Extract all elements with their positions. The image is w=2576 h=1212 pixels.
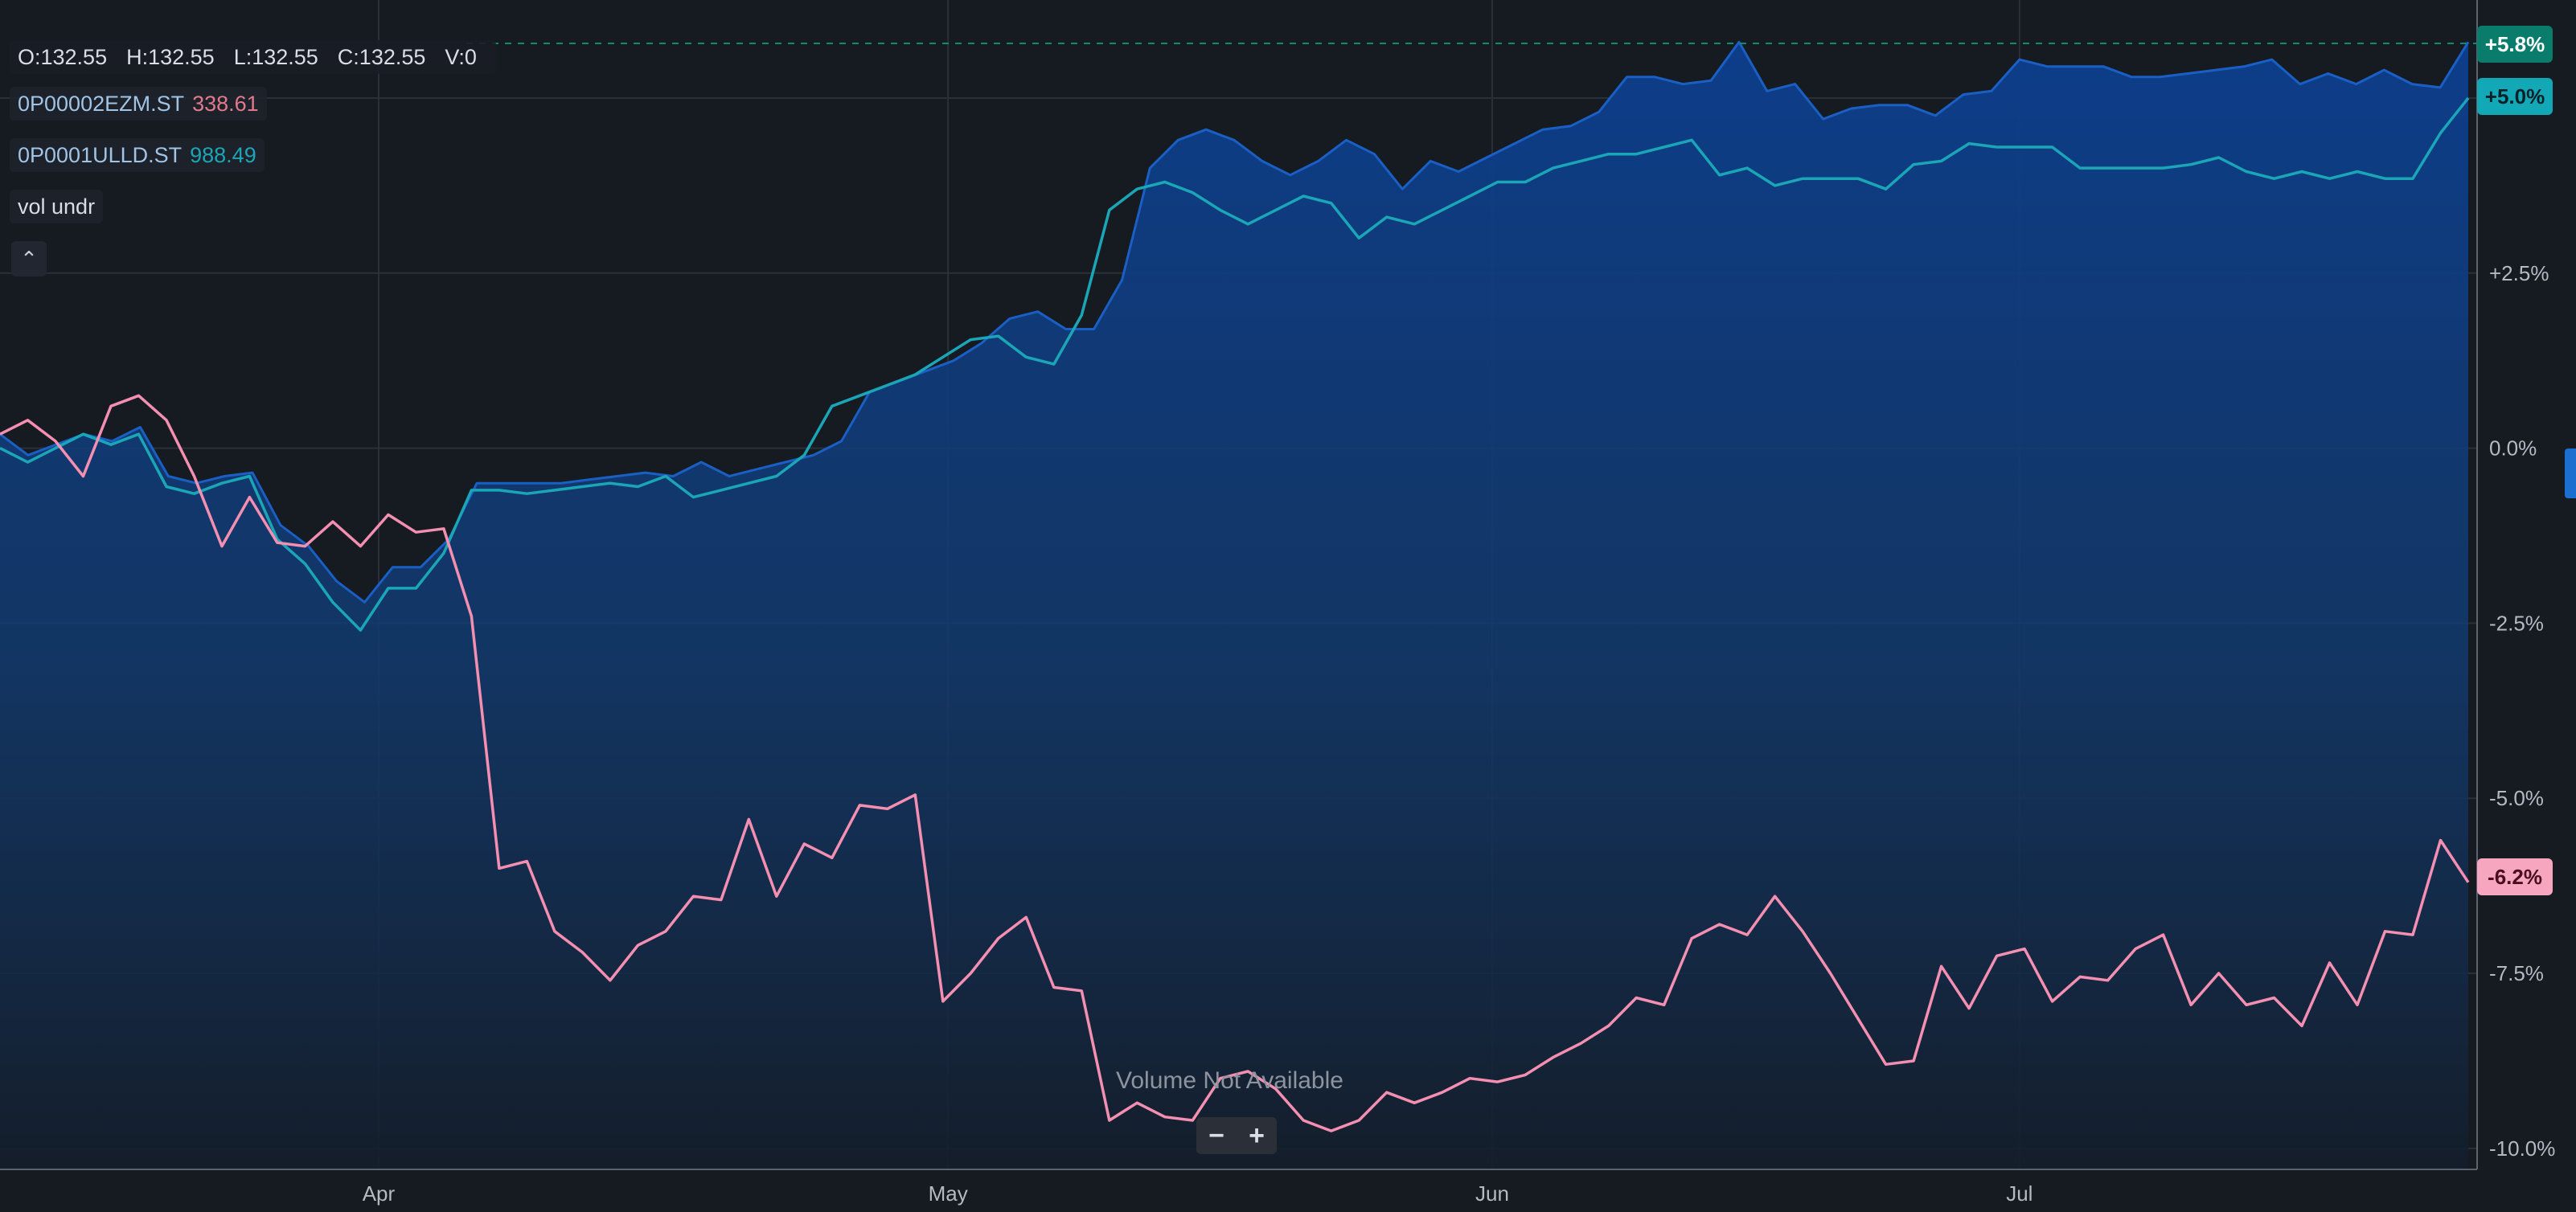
axes bbox=[0, 0, 2478, 1170]
price-badge-ulld: +5.0% bbox=[2477, 78, 2553, 115]
volume-label: vol undr bbox=[18, 194, 96, 219]
ohlc-close: C:132.55 bbox=[337, 44, 426, 69]
area-fill bbox=[0, 42, 2468, 1169]
series-line-1 bbox=[0, 96, 2470, 632]
zoom-out-button[interactable]: − bbox=[1208, 1120, 1224, 1151]
legend-item-ezm[interactable]: 0P00002EZM.ST 338.61 bbox=[10, 87, 267, 121]
tick-labels: +2.5% 0.0% -2.5% -5.0% -7.5% -10.0% Apr May Jun J… bbox=[363, 261, 2556, 1206]
price-badge-main: +5.8% bbox=[2477, 26, 2553, 63]
price-badge-ezm: -6.2% bbox=[2477, 858, 2553, 895]
zoom-in-button[interactable]: + bbox=[1249, 1120, 1265, 1151]
zoom-controls: − + bbox=[1196, 1117, 1277, 1154]
x-tick-label: May bbox=[929, 1181, 968, 1206]
chevron-up-icon: ⌃ bbox=[20, 246, 38, 271]
legend-value: 338.61 bbox=[192, 91, 259, 116]
y-tick-label: -2.5% bbox=[2489, 611, 2544, 635]
y-tick-label: -7.5% bbox=[2489, 961, 2544, 985]
y-tick-label: +2.5% bbox=[2489, 261, 2549, 285]
ohlc-low: L:132.55 bbox=[233, 44, 318, 69]
volume-not-available-notice: Volume Not Available bbox=[1116, 1067, 1343, 1094]
side-panel-handle[interactable] bbox=[2565, 448, 2576, 498]
ohlc-volume: V:0 bbox=[445, 44, 477, 69]
legend-symbol: 0P0001ULLD.ST bbox=[18, 142, 183, 167]
legend-value: 988.49 bbox=[190, 142, 256, 167]
ohlc-open: O:132.55 bbox=[18, 44, 108, 69]
y-tick-label: -10.0% bbox=[2489, 1136, 2555, 1161]
x-tick-label: Jul bbox=[2006, 1181, 2032, 1206]
series-line-0 bbox=[0, 40, 2470, 604]
y-tick-label: -5.0% bbox=[2489, 786, 2544, 810]
legend-symbol: 0P00002EZM.ST bbox=[18, 91, 185, 116]
x-tick-label: Apr bbox=[363, 1181, 396, 1206]
ohlc-high: H:132.55 bbox=[126, 44, 215, 69]
collapse-legend-button[interactable]: ⌃ bbox=[11, 241, 47, 276]
series-line-2 bbox=[0, 394, 2470, 1132]
series-layer bbox=[0, 40, 2470, 1169]
legend-item-volume[interactable]: vol undr bbox=[10, 190, 104, 223]
legend-item-ulld[interactable]: 0P0001ULLD.ST 988.49 bbox=[10, 138, 265, 172]
x-tick-label: Jun bbox=[1475, 1181, 1509, 1206]
y-tick-label: 0.0% bbox=[2489, 436, 2537, 461]
ohlc-readout: O:132.55 H:132.55 L:132.55 C:132.55 V:0 bbox=[10, 40, 496, 74]
